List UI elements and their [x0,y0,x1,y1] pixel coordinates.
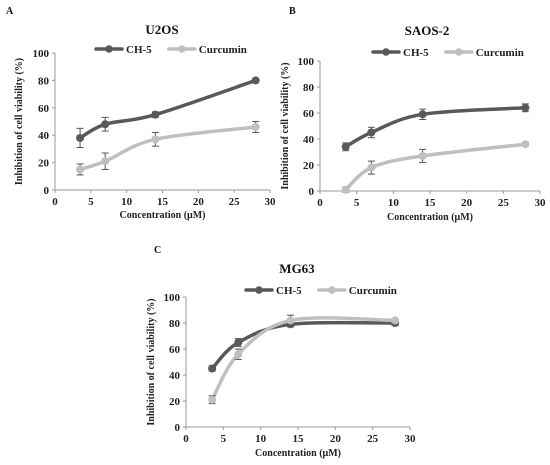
x-tick-label: 15 [157,196,169,208]
y-tick-label: 40 [303,134,315,146]
series-line [78,78,258,140]
y-axis-title: Inhibition of cell viability (%) [280,62,291,189]
x-axis-title: Concentration (μM) [387,212,473,223]
x-tick-label: 15 [425,197,437,209]
series-line [210,316,397,402]
data-point [101,157,110,166]
legend-label: Curcumin [349,285,397,297]
data-point [208,395,217,404]
chart-title: U2OS [145,22,178,37]
y-tick-label: 60 [303,108,315,120]
y-tick-label: 60 [169,344,181,356]
legend-swatch-marker [178,45,186,53]
y-axis-title: Inhibition of cell viability (%) [14,58,25,185]
data-point [418,151,427,160]
x-tick-label: 5 [354,197,360,209]
x-tick-label: 20 [330,433,342,445]
data-point [521,140,530,149]
chart-title: SAOS-2 [405,23,450,38]
data-point [341,185,350,194]
legend-label: Curcumin [476,47,524,59]
x-tick-label: 25 [229,196,241,208]
x-tick-label: 20 [193,196,205,208]
data-point [286,316,295,325]
data-point [151,135,160,144]
y-tick-label: 40 [38,130,50,142]
x-tick-label: 15 [293,433,305,445]
legend-label: CH-5 [276,285,302,297]
data-point [76,165,85,174]
legend-swatch-marker [455,48,463,56]
legend-swatch-marker [328,286,336,294]
y-tick-label: 20 [303,160,315,172]
data-point [208,364,217,373]
y-tick-label: 20 [169,396,181,408]
y-tick-label: 0 [175,422,181,434]
y-tick-label: 40 [169,370,181,382]
x-tick-label: 5 [221,433,227,445]
x-tick-label: 20 [461,197,473,209]
y-tick-label: 100 [298,56,315,68]
x-tick-label: 10 [255,433,267,445]
x-tick-label: 10 [121,196,133,208]
x-tick-label: 30 [405,433,417,445]
y-tick-label: 100 [164,292,181,304]
legend-swatch-marker [255,286,263,294]
legend-label: Curcumin [199,44,247,56]
x-axis-title: Concentration (μM) [120,210,206,221]
y-tick-label: 80 [38,75,50,87]
x-tick-label: 25 [498,197,510,209]
legend-swatch-marker [382,48,390,56]
data-point [101,120,110,129]
x-tick-label: 0 [183,433,189,445]
chart-title: MG63 [279,261,315,276]
y-tick-label: 100 [33,48,50,60]
series-line [343,106,528,149]
data-point [418,110,427,119]
x-tick-label: 0 [317,197,323,209]
chart-panel-a: A U2OS 0 20 40 60 80 100 0 5 10 15 20 25 30 Concentrati… [6,6,276,221]
y-tick-label: 20 [38,158,50,170]
x-axis-title: Concentration (μM) [255,448,341,459]
series-line [78,125,258,172]
data-point [234,338,243,347]
data-point [367,163,376,172]
y-axis-title: Inhibition of cell viability (%) [146,298,157,425]
data-point [76,133,85,142]
chart-panel-c: C MG63 0 20 40 60 80 100 0 5 10 15 20 25 30 Concentrati… [146,245,416,459]
x-tick-label: 5 [88,196,94,208]
chart-panel-b: B SAOS-2 0 20 40 60 80 100 0 5 10 15 20 25 30 Concentra… [280,6,546,223]
data-point [151,110,160,119]
x-tick-label: 30 [265,196,277,208]
x-tick-label: 25 [367,433,379,445]
series-line [343,142,528,192]
x-tick-label: 10 [388,197,400,209]
y-tick-label: 80 [169,318,181,330]
data-point [367,128,376,137]
data-point [251,76,260,85]
legend-label: CH-5 [126,44,152,56]
panel-letter: C [154,245,161,256]
x-tick-label: 0 [52,196,58,208]
data-point [391,316,400,325]
legend-swatch-marker [105,45,113,53]
data-point [341,142,350,151]
panel-letter: A [6,6,14,17]
panel-letter: B [289,6,296,17]
data-point [251,122,260,131]
legend-label: CH-5 [403,47,429,59]
y-tick-label: 60 [38,103,50,115]
y-tick-label: 80 [303,82,315,94]
data-point [234,350,243,359]
data-point [521,103,530,112]
y-tick-label: 0 [309,186,315,198]
x-tick-label: 30 [535,197,547,209]
y-tick-label: 0 [44,185,50,197]
